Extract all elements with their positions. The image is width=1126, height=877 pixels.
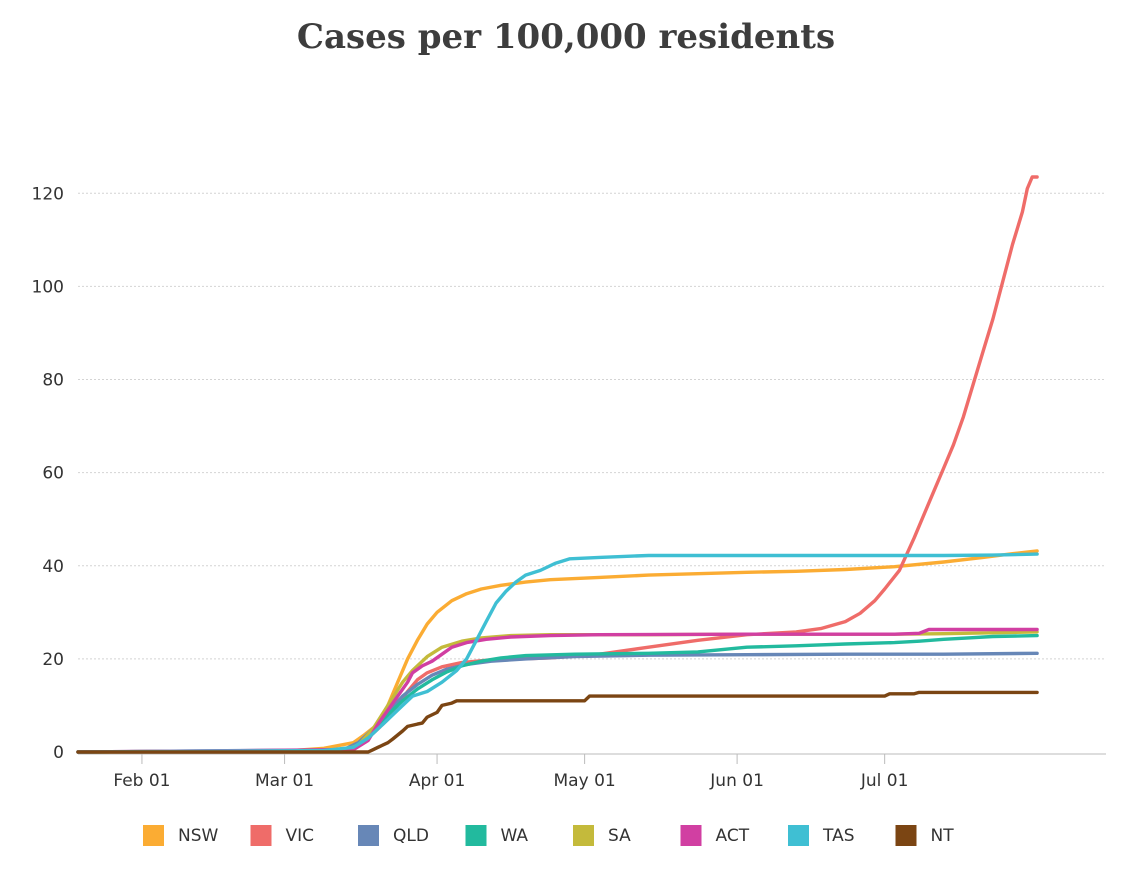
legend-swatch — [250, 825, 272, 846]
x-tick-label: Apr 01 — [409, 771, 465, 791]
legend-label: VIC — [286, 826, 315, 846]
legend-swatch — [143, 825, 164, 846]
y-tick-label: 100 — [32, 277, 64, 297]
legend-item-wa: WA — [465, 825, 529, 846]
legend-label: SA — [608, 826, 631, 846]
series-lines — [76, 175, 1039, 754]
legend-item-act: ACT — [680, 825, 750, 846]
legend-swatch — [573, 825, 594, 846]
x-tick-label: Jun 01 — [709, 771, 764, 791]
series-line-sa — [76, 630, 1039, 754]
legend-swatch — [788, 825, 809, 846]
x-tick-label: May 01 — [554, 771, 616, 791]
x-axis: Feb 01 Mar 01 Apr 01 May 01 Jun 01 Jul 01 — [113, 754, 908, 791]
series-line-wa — [76, 633, 1039, 754]
legend-swatch — [895, 825, 917, 846]
legend-label: QLD — [393, 826, 429, 846]
series-line-vic — [76, 175, 1039, 754]
legend: NSW VIC QLD WA SA ACT TAS NT — [143, 825, 954, 846]
legend-label: ACT — [716, 826, 750, 846]
y-axis: 0 20 40 60 80 100 120 — [32, 184, 64, 763]
legend-label: NSW — [178, 826, 219, 846]
y-tick-label: 120 — [32, 184, 64, 204]
y-tick-label: 60 — [42, 464, 64, 484]
series-line-nt — [76, 690, 1039, 754]
legend-item-nt: NT — [895, 825, 955, 846]
x-tick-label: Feb 01 — [113, 771, 170, 791]
legend-item-sa: SA — [573, 825, 631, 846]
chart-title: Cases per 100,000 residents — [297, 17, 835, 57]
gridlines — [78, 192, 1106, 660]
legend-label: TAS — [822, 826, 855, 846]
legend-label: NT — [931, 826, 955, 846]
legend-item-tas: TAS — [788, 825, 855, 846]
legend-item-vic: VIC — [250, 825, 315, 846]
series-line-qld — [76, 651, 1039, 754]
x-tick-label: Mar 01 — [255, 771, 314, 791]
y-tick-label: 40 — [42, 557, 64, 577]
legend-item-qld: QLD — [358, 825, 429, 846]
y-tick-label: 20 — [42, 650, 64, 670]
legend-swatch — [358, 825, 379, 846]
series-line-nsw — [76, 549, 1039, 754]
series-line-tas — [76, 552, 1039, 754]
y-tick-label: 80 — [42, 371, 64, 391]
legend-item-nsw: NSW — [143, 825, 219, 846]
x-tick-label: Jul 01 — [860, 771, 909, 791]
y-tick-label: 0 — [53, 743, 64, 763]
series-line-act — [76, 627, 1039, 754]
legend-swatch — [680, 825, 702, 846]
legend-swatch — [465, 825, 487, 846]
legend-label: WA — [501, 826, 529, 846]
